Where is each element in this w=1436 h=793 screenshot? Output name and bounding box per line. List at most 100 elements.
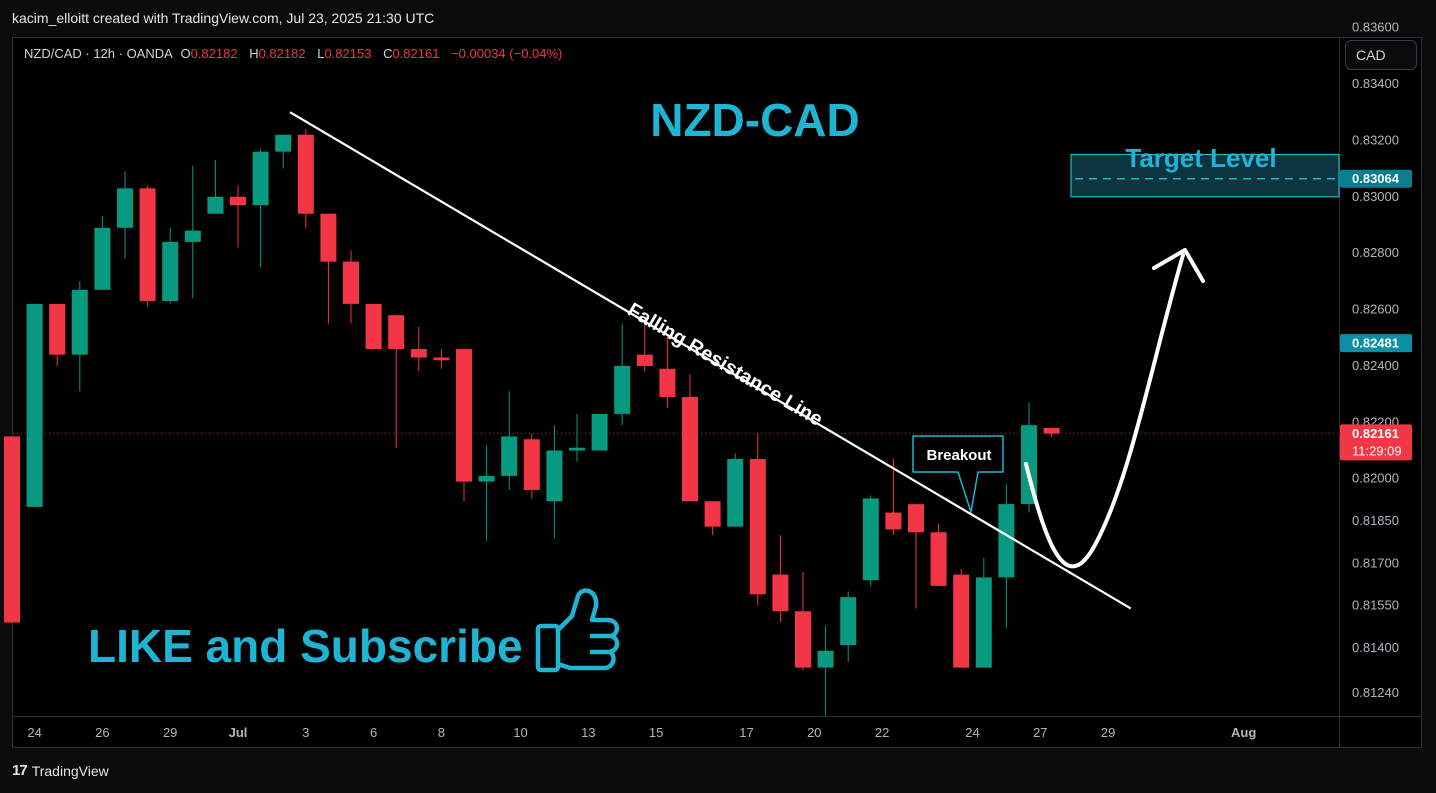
chart-caption: kacim_elloitt created with TradingView.c… bbox=[12, 10, 435, 26]
time-axis-label: 6 bbox=[370, 725, 377, 740]
price-axis-label: 0.82000 bbox=[1352, 471, 1399, 486]
time-axis-label: 15 bbox=[649, 725, 663, 740]
candle-body bbox=[682, 396, 698, 502]
candle-body bbox=[343, 261, 359, 304]
candle-body bbox=[230, 196, 246, 206]
candle-body bbox=[975, 577, 992, 668]
candle-body bbox=[71, 289, 88, 355]
time-axis-label: 13 bbox=[581, 725, 595, 740]
promo-text: LIKE and Subscribe bbox=[88, 620, 523, 672]
candle-body bbox=[523, 439, 540, 490]
thumbs-up-icon bbox=[535, 588, 620, 673]
time-axis-label: 17 bbox=[739, 725, 753, 740]
marker-price-tag-box bbox=[1340, 334, 1412, 353]
legend-symbol: NZD/CAD · 12h · OANDA bbox=[24, 46, 173, 61]
target-price-tag-label: 0.83064 bbox=[1352, 171, 1400, 186]
candle-body bbox=[4, 436, 20, 623]
candle-body bbox=[772, 574, 789, 612]
candle-body bbox=[275, 134, 292, 152]
price-axis-label: 0.81700 bbox=[1352, 555, 1399, 570]
time-axis-label: Jul bbox=[229, 725, 248, 740]
candle-body bbox=[953, 574, 970, 668]
candle-body bbox=[139, 188, 156, 302]
chart-title: NZD-CAD bbox=[650, 94, 860, 146]
candle-body bbox=[727, 458, 744, 527]
legend-low-label: L bbox=[317, 46, 325, 61]
price-axis-label: 0.82400 bbox=[1352, 358, 1399, 373]
candle-body bbox=[908, 504, 924, 533]
candle-body bbox=[591, 413, 608, 451]
candle-body bbox=[840, 597, 857, 646]
time-axis-label: 3 bbox=[302, 725, 309, 740]
candle-body bbox=[749, 458, 766, 595]
candle-body bbox=[94, 227, 111, 290]
legend-high-value: 0.82182 bbox=[258, 46, 306, 61]
target-price-tag-box bbox=[1340, 169, 1412, 188]
candle-body bbox=[297, 134, 314, 214]
candle-body bbox=[862, 498, 879, 581]
candle-body bbox=[885, 512, 902, 530]
candle-body bbox=[614, 365, 631, 414]
last-price-tag-box bbox=[1340, 424, 1412, 461]
ohlc-legend: NZD/CAD · 12h · OANDA O0.82182 H0.82182 … bbox=[24, 46, 566, 61]
candle-body bbox=[117, 188, 133, 228]
time-axis-label: 24 bbox=[27, 725, 41, 740]
legend-open-value: 0.82182 bbox=[190, 46, 238, 61]
time-axis-label: Aug bbox=[1231, 725, 1256, 740]
candle-body bbox=[704, 501, 721, 527]
projection-arrow bbox=[1024, 253, 1185, 569]
price-axis-label: 0.82600 bbox=[1352, 302, 1399, 317]
price-axis-label-top: 0.83600 bbox=[1352, 20, 1399, 35]
footer-brand-label: TradingView bbox=[31, 762, 109, 779]
candle-body bbox=[546, 450, 563, 502]
legend-high-label: H bbox=[249, 46, 259, 61]
last-price-tag-countdown: 11:29:09 bbox=[1352, 443, 1402, 458]
candle-body bbox=[410, 349, 427, 358]
time-axis-label: 24 bbox=[965, 725, 979, 740]
price-axis-label: 0.83200 bbox=[1352, 132, 1399, 147]
time-axis-label: 26 bbox=[95, 725, 109, 740]
time-axis-label: 22 bbox=[875, 725, 889, 740]
price-axis-label: 0.81850 bbox=[1352, 513, 1399, 528]
candle-body bbox=[636, 354, 653, 366]
candle-body bbox=[501, 436, 518, 476]
price-axis-label: 0.83400 bbox=[1352, 76, 1399, 91]
time-axis-label: 29 bbox=[163, 725, 177, 740]
candle-body bbox=[569, 447, 585, 451]
price-axis-label: 0.81550 bbox=[1352, 598, 1399, 613]
falling-resistance-line bbox=[289, 111, 1132, 610]
candle-body bbox=[659, 368, 676, 397]
price-axis-label: 0.81240 bbox=[1352, 685, 1399, 700]
time-axis-label: 20 bbox=[807, 725, 821, 740]
candle-body bbox=[320, 213, 337, 262]
currency-button[interactable]: CAD bbox=[1345, 40, 1417, 70]
candle-body bbox=[162, 241, 179, 302]
candle-body bbox=[795, 611, 811, 668]
candle-body bbox=[433, 357, 450, 361]
resistance-line-label: Falling Resistance Line bbox=[624, 299, 827, 431]
candle-body bbox=[1043, 427, 1060, 434]
projection-arrowhead bbox=[1152, 248, 1205, 283]
candle-body bbox=[184, 230, 201, 242]
candle-body bbox=[49, 303, 66, 355]
last-price-tag-label: 0.82161 bbox=[1352, 426, 1399, 441]
candle-body bbox=[478, 475, 495, 482]
price-axis-label: 0.82800 bbox=[1352, 245, 1399, 260]
time-axis-label: 27 bbox=[1033, 725, 1047, 740]
legend-close-value: 0.82161 bbox=[392, 46, 440, 61]
price-axis-label: 0.81400 bbox=[1352, 640, 1399, 655]
candle-body bbox=[207, 196, 224, 214]
candle-body bbox=[817, 650, 834, 668]
candle-body bbox=[26, 303, 43, 507]
candle-body bbox=[252, 151, 269, 206]
breakout-callout bbox=[912, 435, 1004, 513]
time-axis-label: 10 bbox=[513, 725, 527, 740]
legend-open-label: O bbox=[180, 46, 191, 61]
marker-price-tag-label: 0.82481 bbox=[1352, 336, 1399, 351]
legend-change: −0.00034 (−0.04%) bbox=[451, 46, 563, 61]
footer-brand[interactable]: 17 TradingView bbox=[12, 762, 109, 779]
candle-body bbox=[930, 532, 947, 586]
time-axis-label: 8 bbox=[438, 725, 445, 740]
price-axis-label: 0.83000 bbox=[1352, 189, 1399, 204]
